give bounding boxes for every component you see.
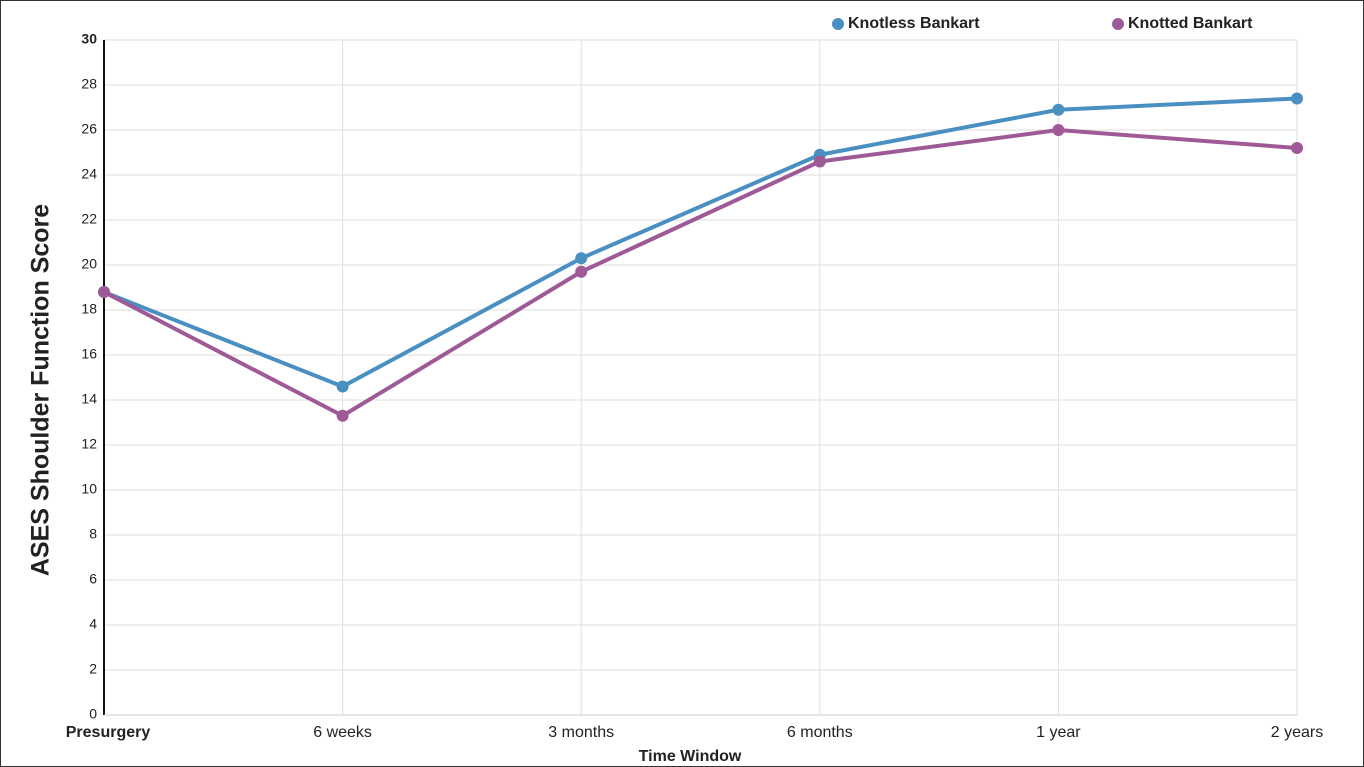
series-line (103, 128, 1298, 418)
data-point (1052, 124, 1065, 136)
y-tick-label: 30 (81, 31, 97, 47)
x-tick-label: 6 weeks (313, 724, 372, 741)
y-tick-label: 18 (81, 301, 97, 317)
x-tick-label: 1 year (1036, 724, 1081, 741)
data-point (98, 286, 110, 298)
legend-label: Knotted Bankart (1128, 15, 1253, 32)
y-tick-label: 20 (81, 256, 97, 272)
data-point (336, 409, 349, 422)
y-tick-label: 12 (81, 436, 97, 452)
x-tick-label: 6 months (787, 724, 853, 741)
x-tick-label: Presurgery (66, 724, 151, 741)
legend-swatch (1112, 18, 1124, 30)
y-tick-label: 6 (89, 571, 97, 587)
y-tick-label: 0 (89, 706, 97, 722)
data-point (575, 265, 588, 278)
x-tick-label: 3 months (548, 724, 614, 741)
y-tick-label: 26 (81, 121, 97, 137)
y-tick-label: 28 (81, 76, 97, 92)
x-axis-label: Time Window (639, 748, 742, 765)
data-point (1052, 103, 1065, 116)
y-axis-label: ASES Shoulder Function Score (27, 204, 55, 576)
y-tick-label: 4 (89, 616, 97, 632)
y-tick-label: 16 (81, 346, 97, 362)
y-tick-label: 24 (81, 166, 97, 182)
y-tick-label: 8 (89, 526, 97, 542)
data-point (336, 380, 349, 393)
data-point (1291, 142, 1303, 154)
series-line (103, 96, 1298, 389)
legend-swatch (832, 18, 844, 30)
legend-label: Knotless Bankart (848, 15, 980, 32)
data-point (813, 155, 826, 168)
y-tick-label: 14 (81, 391, 97, 407)
data-point (1291, 92, 1303, 105)
y-tick-label: 22 (81, 211, 97, 227)
data-point (575, 252, 588, 265)
y-tick-label: 2 (89, 661, 97, 677)
y-tick-label: 10 (81, 481, 97, 497)
x-tick-label: 2 years (1271, 724, 1323, 741)
